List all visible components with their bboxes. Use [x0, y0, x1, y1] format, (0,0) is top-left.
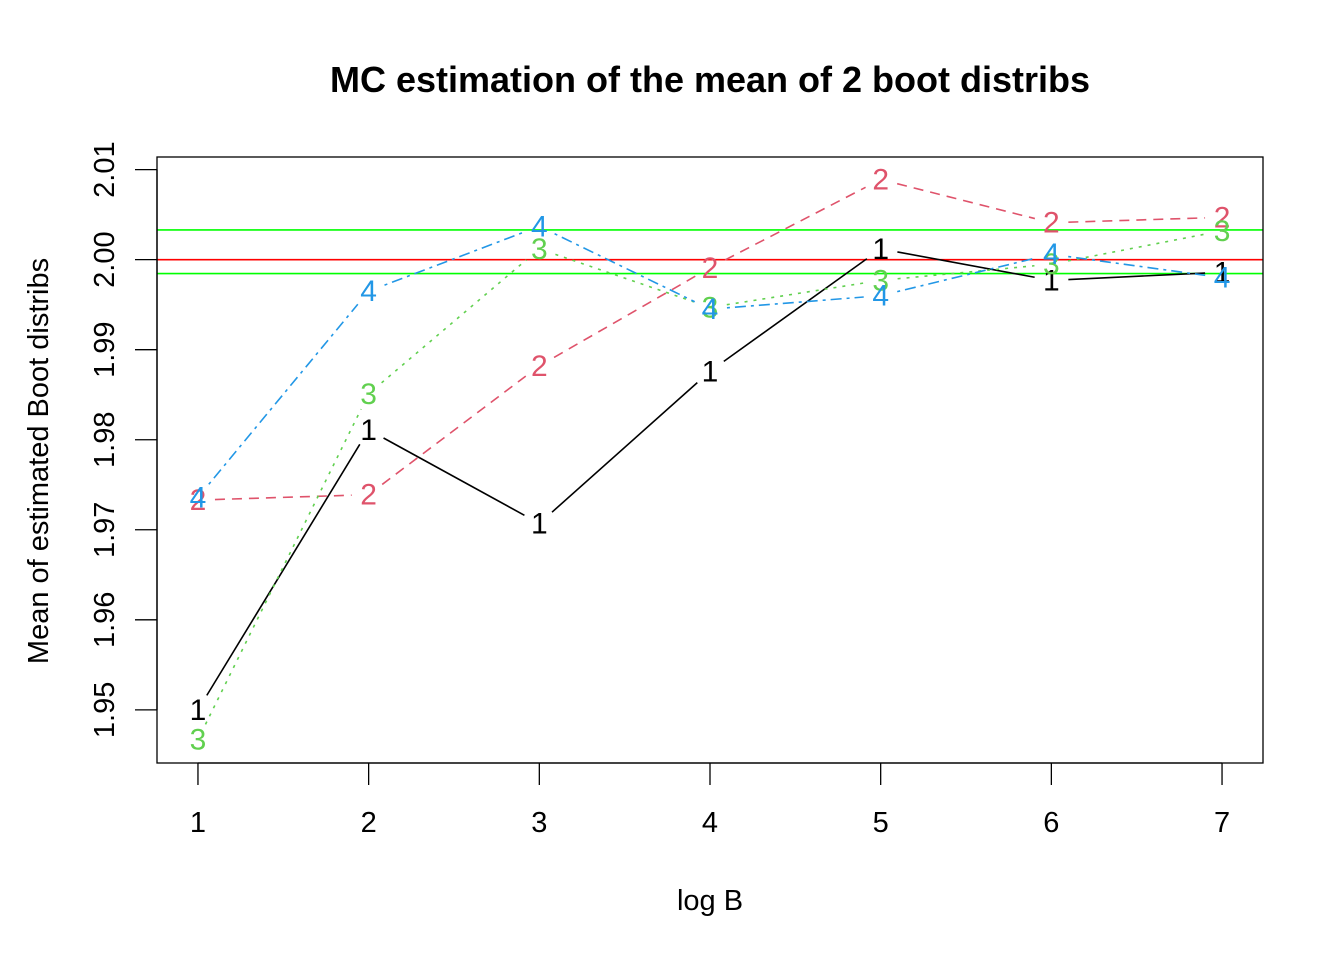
series-2-point: 2	[190, 484, 207, 517]
series-2-segment	[553, 275, 696, 359]
series-4-segment	[897, 257, 1036, 293]
series-1-point: 1	[360, 414, 377, 447]
series-4-point: 4	[190, 481, 207, 514]
y-tick-label: 1.96	[89, 592, 121, 648]
series-3-segment	[726, 282, 865, 306]
series-3: 3 3 3 3 3 3 3	[190, 215, 1231, 757]
series-4-point: 4	[1043, 238, 1060, 271]
series-2-segment	[1068, 217, 1206, 223]
series-3-point: 3	[1214, 215, 1231, 248]
series-1-segment	[551, 382, 698, 513]
series-1-segment	[1068, 272, 1206, 281]
series-2-segment	[724, 186, 866, 261]
x-axis-label: log B	[677, 885, 743, 917]
series-2-segment	[214, 494, 352, 501]
series-3-segment	[555, 253, 695, 303]
series-1-point: 1	[702, 355, 719, 388]
x-tick-label: 6	[1043, 807, 1059, 839]
series-2-segment	[896, 182, 1036, 220]
y-axis: 1.95 1.96 1.97 1.98 1.99 2.00 2.01	[89, 141, 158, 738]
x-tick-label: 5	[873, 807, 889, 839]
y-tick-label: 1.97	[89, 502, 121, 558]
series-3-point: 3	[360, 378, 377, 411]
series-2-point: 2	[531, 350, 548, 383]
series-3-segment	[381, 259, 527, 384]
series-1-segment	[383, 437, 525, 517]
series-3-point: 3	[531, 233, 548, 266]
series-2-segment	[381, 375, 527, 486]
series-3-point: 3	[1043, 248, 1060, 281]
y-tick-label: 1.98	[89, 412, 121, 468]
series-4-segment	[726, 296, 864, 309]
series-1-segment	[897, 251, 1035, 279]
series-3-segment	[897, 264, 1035, 280]
x-tick-label: 4	[702, 807, 718, 839]
y-tick-label: 2.00	[89, 231, 121, 287]
series-4-segment	[384, 231, 524, 286]
series-3-point: 3	[702, 291, 719, 324]
series-2-point: 2	[360, 479, 377, 512]
plot-frame	[156, 156, 1264, 764]
series-3-segment	[204, 408, 362, 725]
series-4-point: 4	[360, 275, 377, 308]
series-4-segment	[554, 233, 696, 303]
series-3-point: 3	[872, 264, 889, 297]
series-3-segment	[1067, 233, 1206, 262]
series-4: 4 4 4 4 4 4 4	[190, 210, 1231, 514]
series-1-point: 1	[190, 694, 207, 727]
series-1-segment	[723, 258, 868, 363]
series-4-point: 4	[531, 210, 548, 243]
x-tick-label: 1	[190, 807, 206, 839]
x-tick-label: 7	[1214, 807, 1230, 839]
series-1-segment	[206, 443, 361, 696]
series-1-point: 1	[531, 507, 548, 540]
y-tick-label: 1.99	[89, 321, 121, 377]
chart-title: MC estimation of the mean of 2 boot dist…	[330, 59, 1090, 100]
x-tick-label: 2	[361, 807, 377, 839]
series-1: 1 1 1 1 1 1 1	[190, 233, 1231, 727]
series-2-point: 2	[1214, 201, 1231, 234]
y-tick-label: 1.95	[89, 682, 121, 738]
series-2-point: 2	[702, 252, 719, 285]
series-1-point: 1	[872, 233, 889, 266]
reference-lines	[157, 229, 1263, 275]
series-1-point: 1	[1214, 256, 1231, 289]
series-4-point: 4	[702, 293, 719, 326]
series-2-point: 2	[1043, 207, 1060, 240]
series-4-segment	[208, 303, 359, 485]
x-axis: 1 2 3 4 5 6 7	[190, 762, 1230, 839]
series-4-point: 4	[872, 280, 889, 313]
series-2-point: 2	[872, 164, 889, 197]
series-3-point: 3	[190, 724, 207, 757]
y-tick-label: 2.01	[89, 141, 121, 197]
series-1-point: 1	[1043, 264, 1060, 297]
series-2: 2 2 2 2 2 2 2	[190, 164, 1231, 518]
series-4-point: 4	[1214, 262, 1231, 295]
y-axis-label: Mean of estimated Boot distribs	[23, 258, 55, 664]
x-tick-label: 3	[531, 807, 547, 839]
